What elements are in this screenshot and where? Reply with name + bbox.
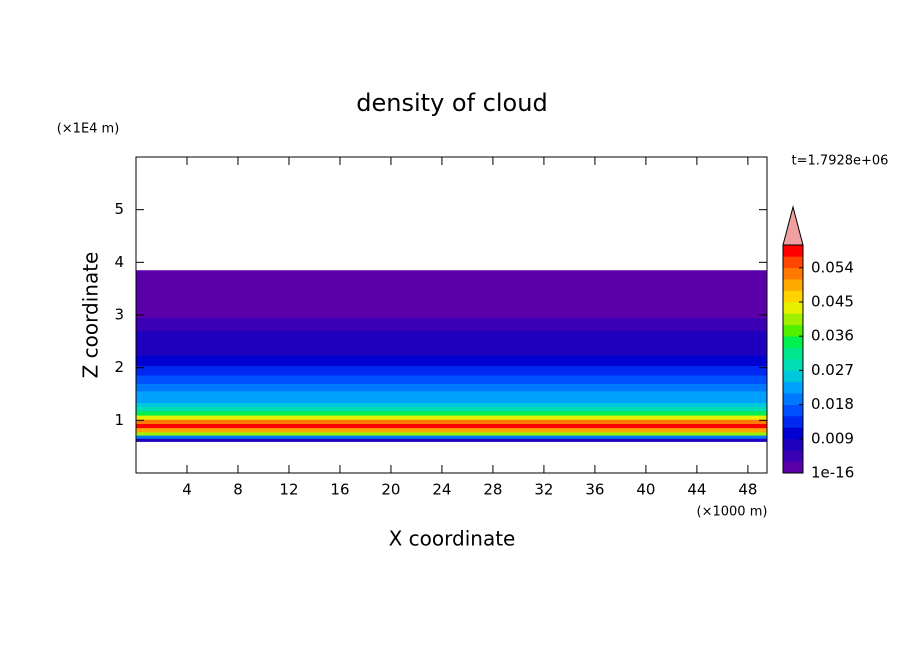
y-axis-label: Z coordinate xyxy=(79,252,103,379)
colorbar-tick-label: 0.045 xyxy=(811,293,854,311)
colorbar-extend xyxy=(782,205,804,246)
colorbar-swatch xyxy=(783,256,803,269)
colorbar-swatch xyxy=(783,347,803,360)
chart-title: density of cloud xyxy=(356,89,547,117)
x-unit: (×1000 m) xyxy=(697,505,768,520)
colorbar-tick-label: 0.054 xyxy=(811,258,854,276)
colorbar-swatch xyxy=(783,302,803,314)
colorbar-swatch xyxy=(783,324,803,337)
contour-band xyxy=(136,427,767,433)
colorbar-swatch xyxy=(783,290,803,303)
colorbar-swatch xyxy=(783,427,803,440)
contour-band xyxy=(136,402,767,408)
colorbar-swatch xyxy=(783,336,803,348)
x-tick-label: 40 xyxy=(636,481,655,499)
y-tick-label: 1 xyxy=(114,411,124,429)
y-tick-label: 3 xyxy=(114,306,124,324)
colorbar-tick-label: 0.036 xyxy=(811,327,854,345)
contour-band xyxy=(136,355,767,367)
contour-band xyxy=(136,438,767,442)
contour-band xyxy=(136,365,767,376)
colorbar-swatch xyxy=(783,416,803,428)
colorbar-swatch xyxy=(783,359,803,371)
colorbar-swatch xyxy=(783,279,803,291)
contour-band xyxy=(136,330,767,344)
contour-band xyxy=(136,410,767,416)
y-tick-label: 5 xyxy=(114,200,124,218)
x-tick-label: 20 xyxy=(381,481,400,499)
colorbar-tick-label: 0.009 xyxy=(811,429,854,447)
time-label: t=1.7928e+06 xyxy=(792,154,889,169)
contour-band xyxy=(136,406,767,412)
colorbar-swatch xyxy=(783,393,803,405)
x-tick-label: 24 xyxy=(432,481,451,499)
x-tick-label: 8 xyxy=(233,481,243,499)
colorbar-swatch xyxy=(783,381,803,394)
x-tick-label: 16 xyxy=(330,481,349,499)
x-tick-label: 28 xyxy=(483,481,502,499)
colorbar-swatch xyxy=(783,313,803,326)
x-tick-label: 4 xyxy=(182,481,192,499)
contour-band xyxy=(136,431,767,436)
colorbar-tick-label: 0.018 xyxy=(811,395,854,413)
x-axis-label: X coordinate xyxy=(389,527,516,551)
x-tick-label: 32 xyxy=(534,481,553,499)
x-tick-label: 12 xyxy=(279,481,298,499)
colorbar-swatch xyxy=(783,438,803,451)
contour-band xyxy=(136,423,767,429)
contour-band xyxy=(136,375,767,384)
colorbar-frame xyxy=(782,244,804,474)
contour-band xyxy=(136,383,767,392)
contour-band xyxy=(136,343,767,356)
contour-band xyxy=(136,301,767,319)
contour-band xyxy=(136,415,767,420)
contour-band xyxy=(136,397,767,403)
colorbar-swatch xyxy=(783,461,803,474)
colorbar-tick-label: 1e-16 xyxy=(811,464,854,482)
y-tick-label: 4 xyxy=(114,253,124,271)
x-tick-label: 48 xyxy=(738,481,757,499)
colorbar-tick-label: 0.027 xyxy=(811,361,854,379)
contour-band xyxy=(136,390,767,398)
contour-band xyxy=(136,270,767,303)
contour-band xyxy=(136,317,767,332)
colorbar-swatch xyxy=(783,370,803,383)
colorbar-swatch xyxy=(783,404,803,417)
colorbar-swatch xyxy=(783,450,803,462)
contour-band xyxy=(136,435,767,439)
y-unit: (×1E4 m) xyxy=(57,122,120,137)
colorbar-swatch xyxy=(783,267,803,280)
contour-band xyxy=(136,419,767,424)
x-tick-label: 44 xyxy=(687,481,706,499)
y-tick-label: 2 xyxy=(114,358,124,376)
colorbar-swatch xyxy=(783,245,803,257)
x-tick-label: 36 xyxy=(585,481,604,499)
